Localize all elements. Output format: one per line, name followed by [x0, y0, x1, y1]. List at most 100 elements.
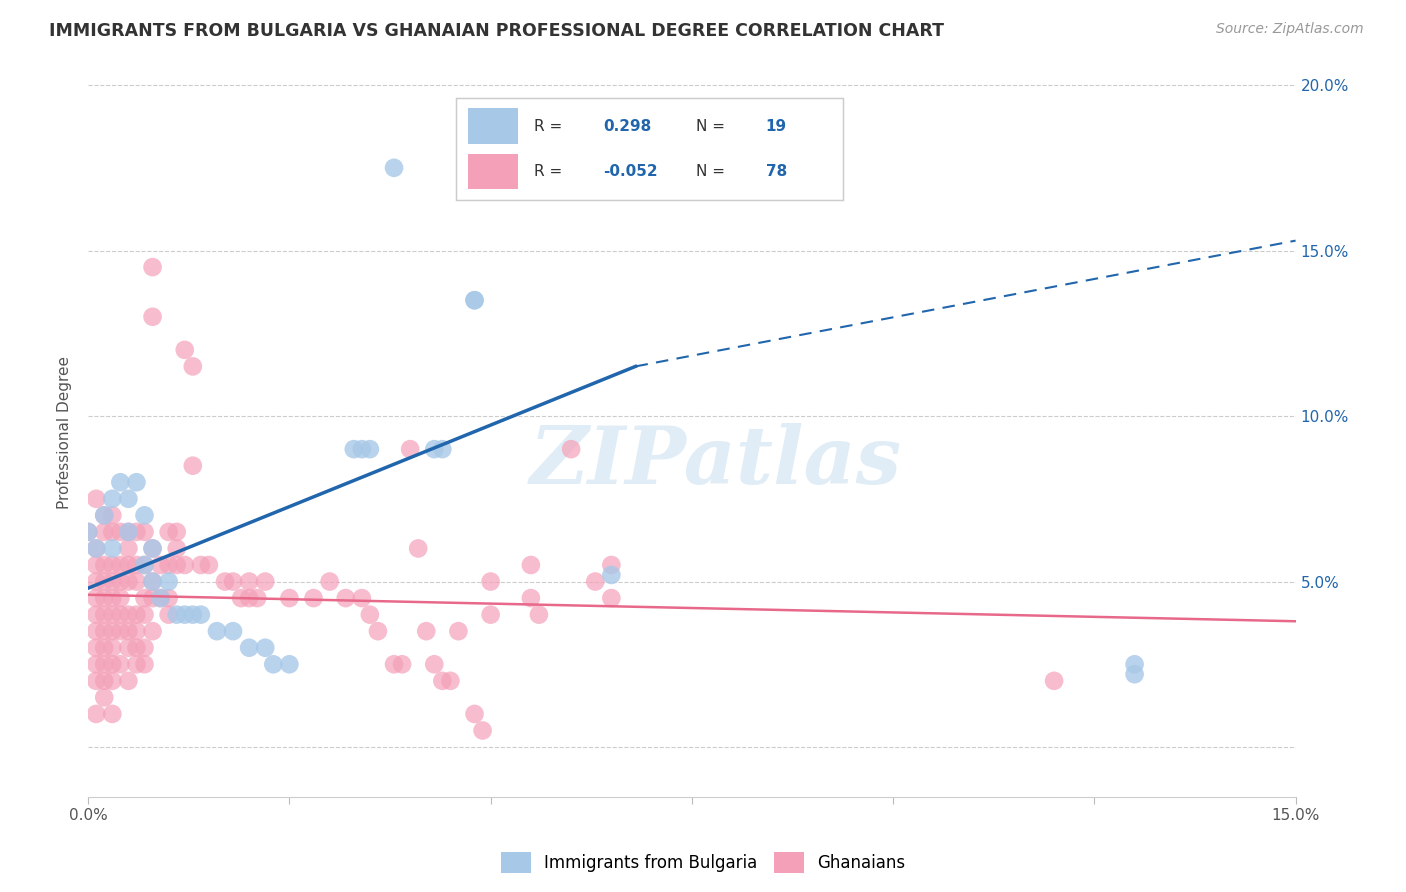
- Point: [110, 475, 132, 490]
- Point: [141, 591, 163, 606]
- Point: [93, 508, 115, 523]
- Point: [520, 558, 543, 572]
- Point: [93, 591, 115, 606]
- Point: [157, 558, 180, 572]
- Point: [190, 558, 212, 572]
- Point: [141, 260, 163, 274]
- Point: [134, 607, 156, 622]
- Point: [77, 524, 100, 539]
- Point: [93, 558, 115, 572]
- Point: [432, 442, 454, 457]
- Point: [141, 541, 163, 556]
- Point: [77, 524, 100, 539]
- Point: [600, 558, 623, 572]
- Point: [406, 541, 429, 556]
- Point: [222, 624, 245, 639]
- Point: [117, 640, 139, 655]
- Point: [101, 673, 124, 688]
- Point: [125, 624, 148, 639]
- Point: [110, 558, 132, 572]
- Point: [382, 657, 405, 672]
- Point: [134, 524, 156, 539]
- Point: [302, 591, 325, 606]
- Point: [464, 293, 486, 308]
- Point: [471, 723, 494, 738]
- Point: [134, 591, 156, 606]
- Point: [166, 524, 188, 539]
- Point: [117, 491, 139, 506]
- Point: [246, 591, 269, 606]
- Point: [101, 574, 124, 589]
- Point: [1043, 673, 1066, 688]
- Point: [101, 558, 124, 572]
- Point: [382, 161, 405, 175]
- Point: [101, 591, 124, 606]
- Point: [84, 673, 107, 688]
- Point: [84, 558, 107, 572]
- Point: [157, 591, 180, 606]
- Point: [141, 310, 163, 324]
- Point: [101, 508, 124, 523]
- Point: [198, 558, 221, 572]
- Point: [1123, 657, 1146, 672]
- Point: [415, 624, 437, 639]
- Point: [110, 591, 132, 606]
- Point: [84, 591, 107, 606]
- Point: [84, 640, 107, 655]
- Point: [110, 524, 132, 539]
- Point: [125, 640, 148, 655]
- Point: [101, 640, 124, 655]
- Point: [238, 574, 260, 589]
- Text: IMMIGRANTS FROM BULGARIA VS GHANAIAN PROFESSIONAL DEGREE CORRELATION CHART: IMMIGRANTS FROM BULGARIA VS GHANAIAN PRO…: [49, 22, 945, 40]
- Point: [600, 591, 623, 606]
- Point: [84, 541, 107, 556]
- Point: [134, 640, 156, 655]
- Point: [84, 706, 107, 721]
- Point: [278, 657, 301, 672]
- Point: [101, 491, 124, 506]
- Point: [149, 558, 172, 572]
- Point: [173, 558, 195, 572]
- Point: [479, 607, 502, 622]
- Point: [134, 657, 156, 672]
- Point: [93, 607, 115, 622]
- Point: [399, 442, 422, 457]
- Point: [125, 607, 148, 622]
- Point: [238, 591, 260, 606]
- Point: [166, 558, 188, 572]
- Point: [173, 607, 195, 622]
- Point: [84, 541, 107, 556]
- Point: [93, 690, 115, 705]
- Point: [93, 657, 115, 672]
- Legend: Immigrants from Bulgaria, Ghanaians: Immigrants from Bulgaria, Ghanaians: [494, 846, 912, 880]
- Point: [583, 574, 606, 589]
- Point: [141, 624, 163, 639]
- Point: [84, 574, 107, 589]
- Point: [190, 607, 212, 622]
- Point: [391, 657, 413, 672]
- Point: [527, 607, 550, 622]
- Point: [134, 558, 156, 572]
- Point: [93, 624, 115, 639]
- Point: [335, 591, 357, 606]
- Point: [117, 624, 139, 639]
- Point: [205, 624, 228, 639]
- Point: [84, 624, 107, 639]
- Y-axis label: Professional Degree: Professional Degree: [58, 356, 72, 509]
- Point: [423, 442, 446, 457]
- Point: [262, 657, 284, 672]
- Point: [439, 673, 461, 688]
- Point: [125, 524, 148, 539]
- Point: [447, 624, 470, 639]
- Point: [149, 591, 172, 606]
- Point: [93, 673, 115, 688]
- Point: [110, 657, 132, 672]
- Point: [432, 673, 454, 688]
- Point: [93, 524, 115, 539]
- Point: [134, 508, 156, 523]
- Point: [117, 524, 139, 539]
- Point: [101, 657, 124, 672]
- Point: [125, 558, 148, 572]
- Point: [318, 574, 340, 589]
- Text: ZIPatlas: ZIPatlas: [530, 423, 903, 500]
